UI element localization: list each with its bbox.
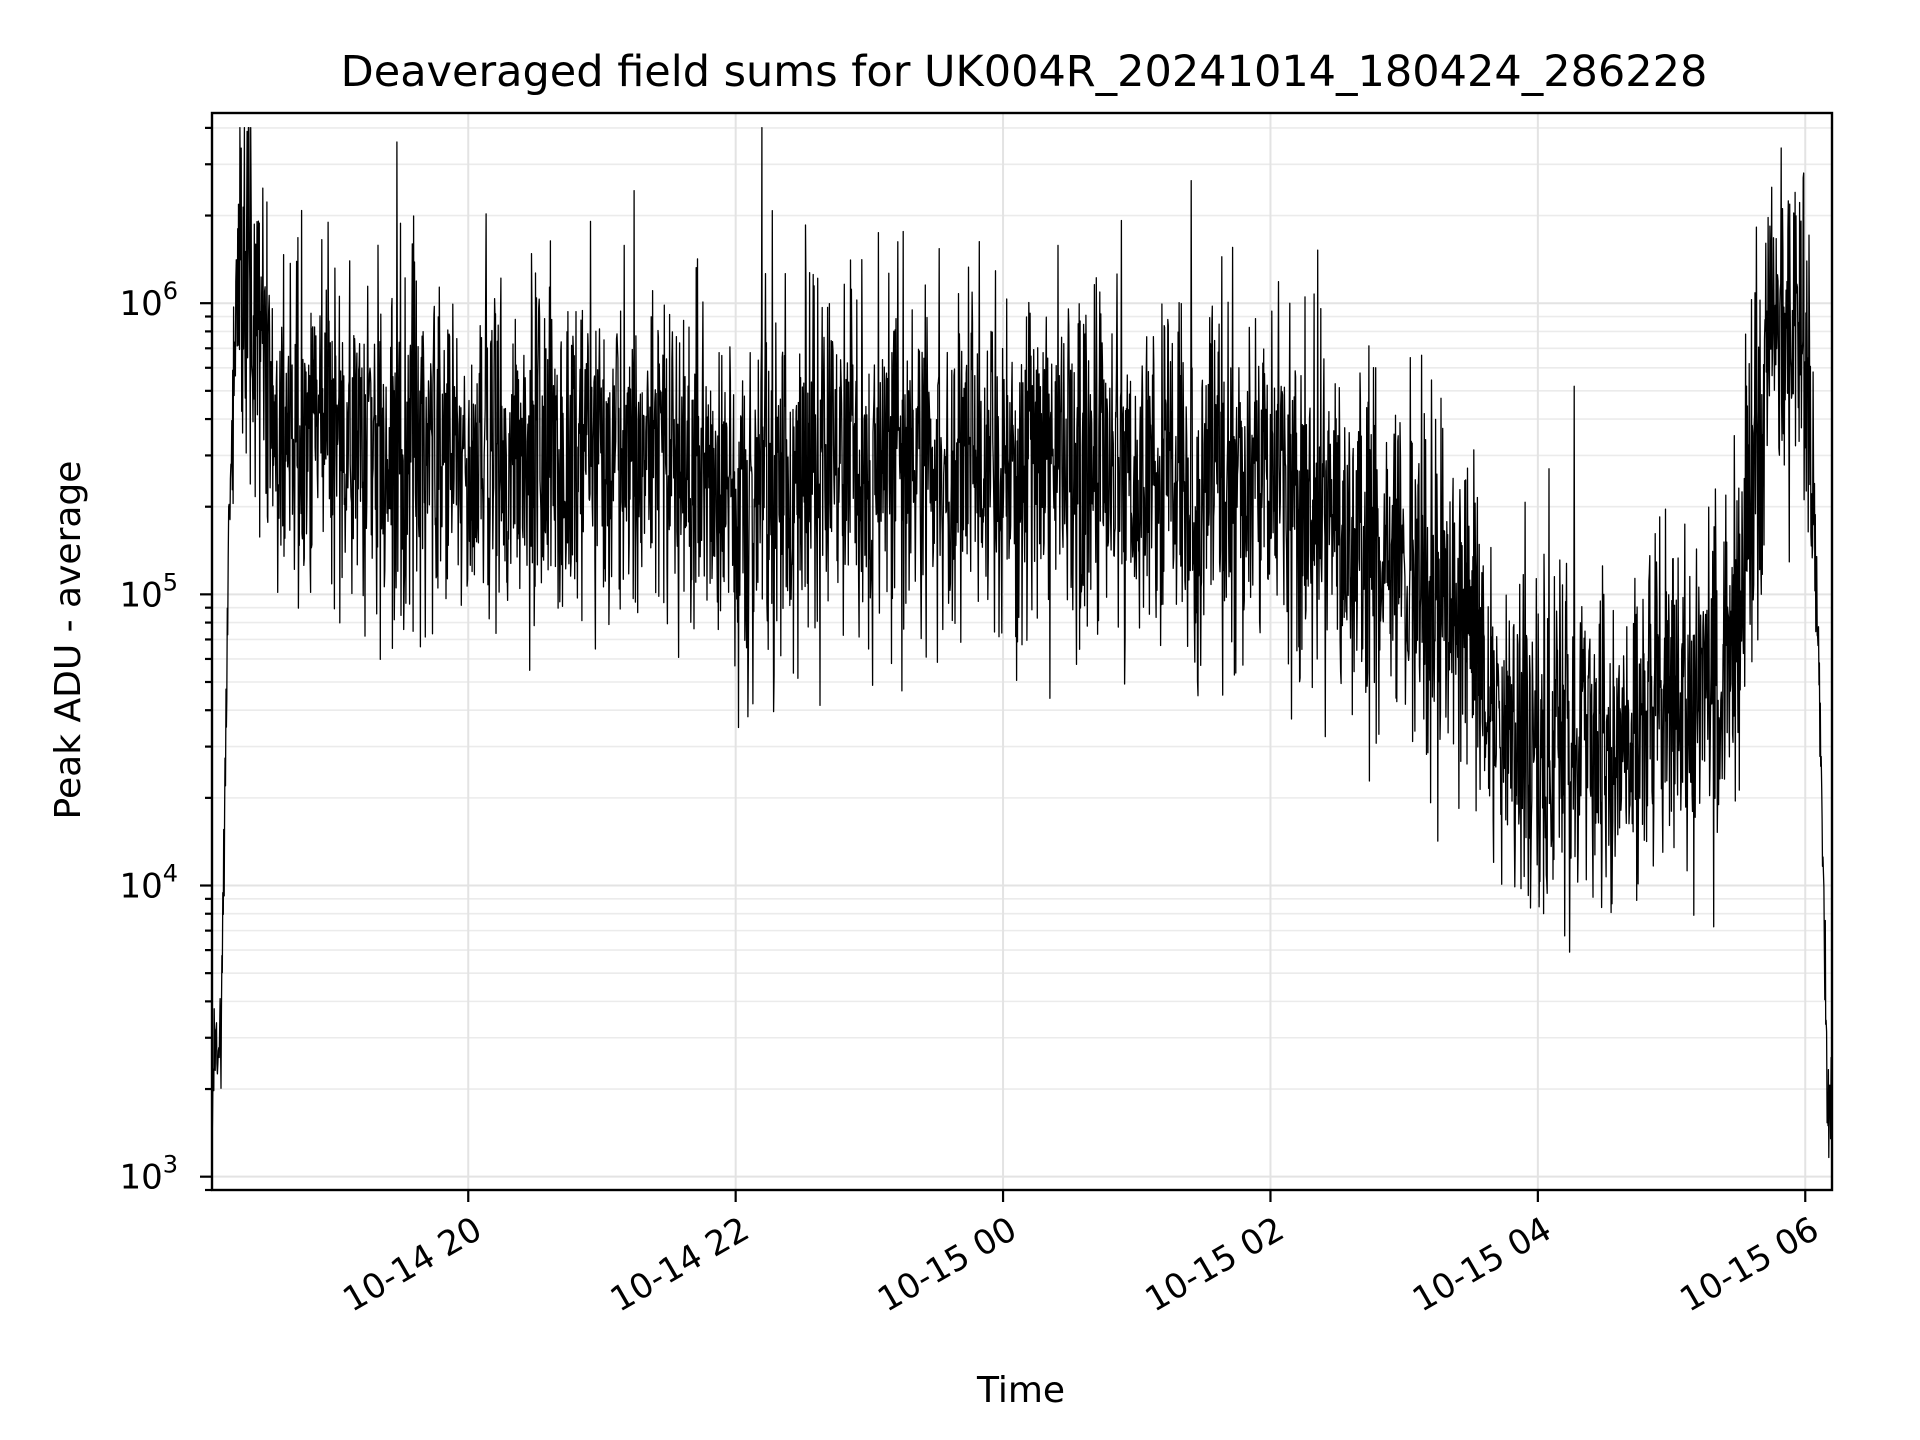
y-tick-label: 104: [119, 860, 178, 907]
x-tick-label: 10-15 06: [1673, 1209, 1825, 1320]
y-tick-label: 103: [119, 1151, 178, 1198]
plot-frame: [210, 111, 1834, 1192]
y-tick-label: 105: [119, 568, 178, 615]
x-tick-label: 10-15 04: [1406, 1209, 1558, 1320]
x-tick-label: 10-14 20: [336, 1209, 488, 1320]
chart-title: Deaveraged field sums for UK004R_2024101…: [341, 47, 1708, 97]
y-tick-label: 106: [119, 277, 178, 324]
x-tick-label: 10-15 02: [1139, 1209, 1291, 1320]
x-tick-label: 10-15 00: [871, 1209, 1023, 1320]
series-layer: [211, 126, 1833, 1159]
series-line: [211, 126, 1833, 1159]
x-axis-label: Time: [976, 1370, 1065, 1411]
x-tick-label: 10-14 22: [604, 1209, 756, 1320]
y-axis-label: Peak ADU - average: [48, 461, 89, 820]
